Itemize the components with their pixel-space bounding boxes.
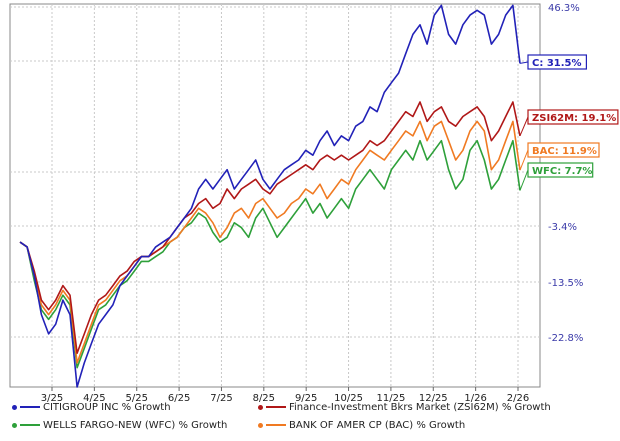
end-label-leader bbox=[519, 116, 529, 137]
end-label-box bbox=[527, 142, 600, 158]
series-line bbox=[19, 120, 521, 364]
end-labels: C: 31.5% ZSI62M: 19.1% BAC: 11.9% WFC: 7.7% bbox=[519, 54, 619, 191]
plot-area bbox=[9, 3, 541, 388]
end-label-text: BAC: 11.9% bbox=[532, 146, 597, 157]
legend-citigroup-dot bbox=[12, 404, 17, 410]
end-label-box bbox=[527, 54, 588, 70]
series-line bbox=[19, 139, 521, 369]
legend-zsi62m-label: Finance-Investment Bkrs Market (ZSI62M) … bbox=[289, 402, 551, 413]
legend-wfc-swatch bbox=[20, 424, 40, 426]
legend-bac-label: BANK OF AMER CP (BAC) % Growth bbox=[289, 420, 466, 431]
end-label-text: ZSI62M: 19.1% bbox=[532, 113, 616, 124]
legend-bac-swatch bbox=[266, 424, 286, 426]
end-label-text: WFC: 7.7% bbox=[532, 166, 592, 177]
series-line bbox=[19, 101, 521, 355]
x-tick-label: 8/25 bbox=[253, 393, 275, 404]
x-tick-labels: 3/25 4/25 5/25 6/25 7/25 8/25 9/25 10/25 11/25 12… bbox=[41, 387, 529, 404]
end-label-box bbox=[527, 162, 594, 178]
x-tick-label: 12/25 bbox=[419, 393, 448, 404]
end-label-leader bbox=[519, 149, 529, 171]
end-label-box bbox=[527, 109, 619, 125]
x-tick-label: 3/25 bbox=[41, 393, 63, 404]
legend-zsi62m-dot bbox=[258, 404, 263, 410]
x-tick-label: 4/25 bbox=[83, 393, 105, 404]
end-label-leader bbox=[519, 169, 529, 191]
x-tick-label: 9/25 bbox=[295, 393, 317, 404]
legend-item-wfc: WELLS FARGO-NEW (WFC) % Growth bbox=[12, 420, 227, 431]
series-lines bbox=[19, 4, 521, 388]
legend-item-citigroup: CITIGROUP INC % Growth bbox=[12, 402, 171, 413]
x-tick-label: 1/26 bbox=[464, 393, 486, 404]
legend-citigroup-label: CITIGROUP INC % Growth bbox=[43, 402, 171, 413]
end-label-text: C: 31.5% bbox=[532, 58, 582, 69]
x-tick-label: 11/25 bbox=[376, 393, 405, 404]
y-tick-label: -13.5% bbox=[548, 278, 583, 289]
legend-item-bac: BANK OF AMER CP (BAC) % Growth bbox=[258, 420, 465, 431]
legend-citigroup-swatch bbox=[20, 406, 40, 408]
x-tick-label: 2/26 bbox=[507, 393, 529, 404]
legend-wfc-label: WELLS FARGO-NEW (WFC) % Growth bbox=[43, 420, 228, 431]
legend-item-zsi62m: Finance-Investment Bkrs Market (ZSI62M) … bbox=[258, 402, 551, 413]
legend-bac-dot bbox=[258, 422, 263, 428]
x-tick-label: 10/25 bbox=[334, 393, 363, 404]
x-tick-label: 7/25 bbox=[210, 393, 232, 404]
x-tick-label: 5/25 bbox=[125, 393, 147, 404]
gridlines bbox=[10, 4, 540, 387]
y-tick-label: -22.8% bbox=[548, 333, 583, 344]
legend-wfc-dot bbox=[12, 422, 17, 428]
legend-zsi62m-swatch bbox=[266, 406, 286, 408]
end-label-leader bbox=[519, 61, 529, 64]
y-tick-label: -3.4% bbox=[548, 222, 577, 233]
x-tick-label: 6/25 bbox=[168, 393, 190, 404]
y-tick-label: 46.3% bbox=[548, 3, 580, 14]
series-line bbox=[19, 4, 521, 388]
